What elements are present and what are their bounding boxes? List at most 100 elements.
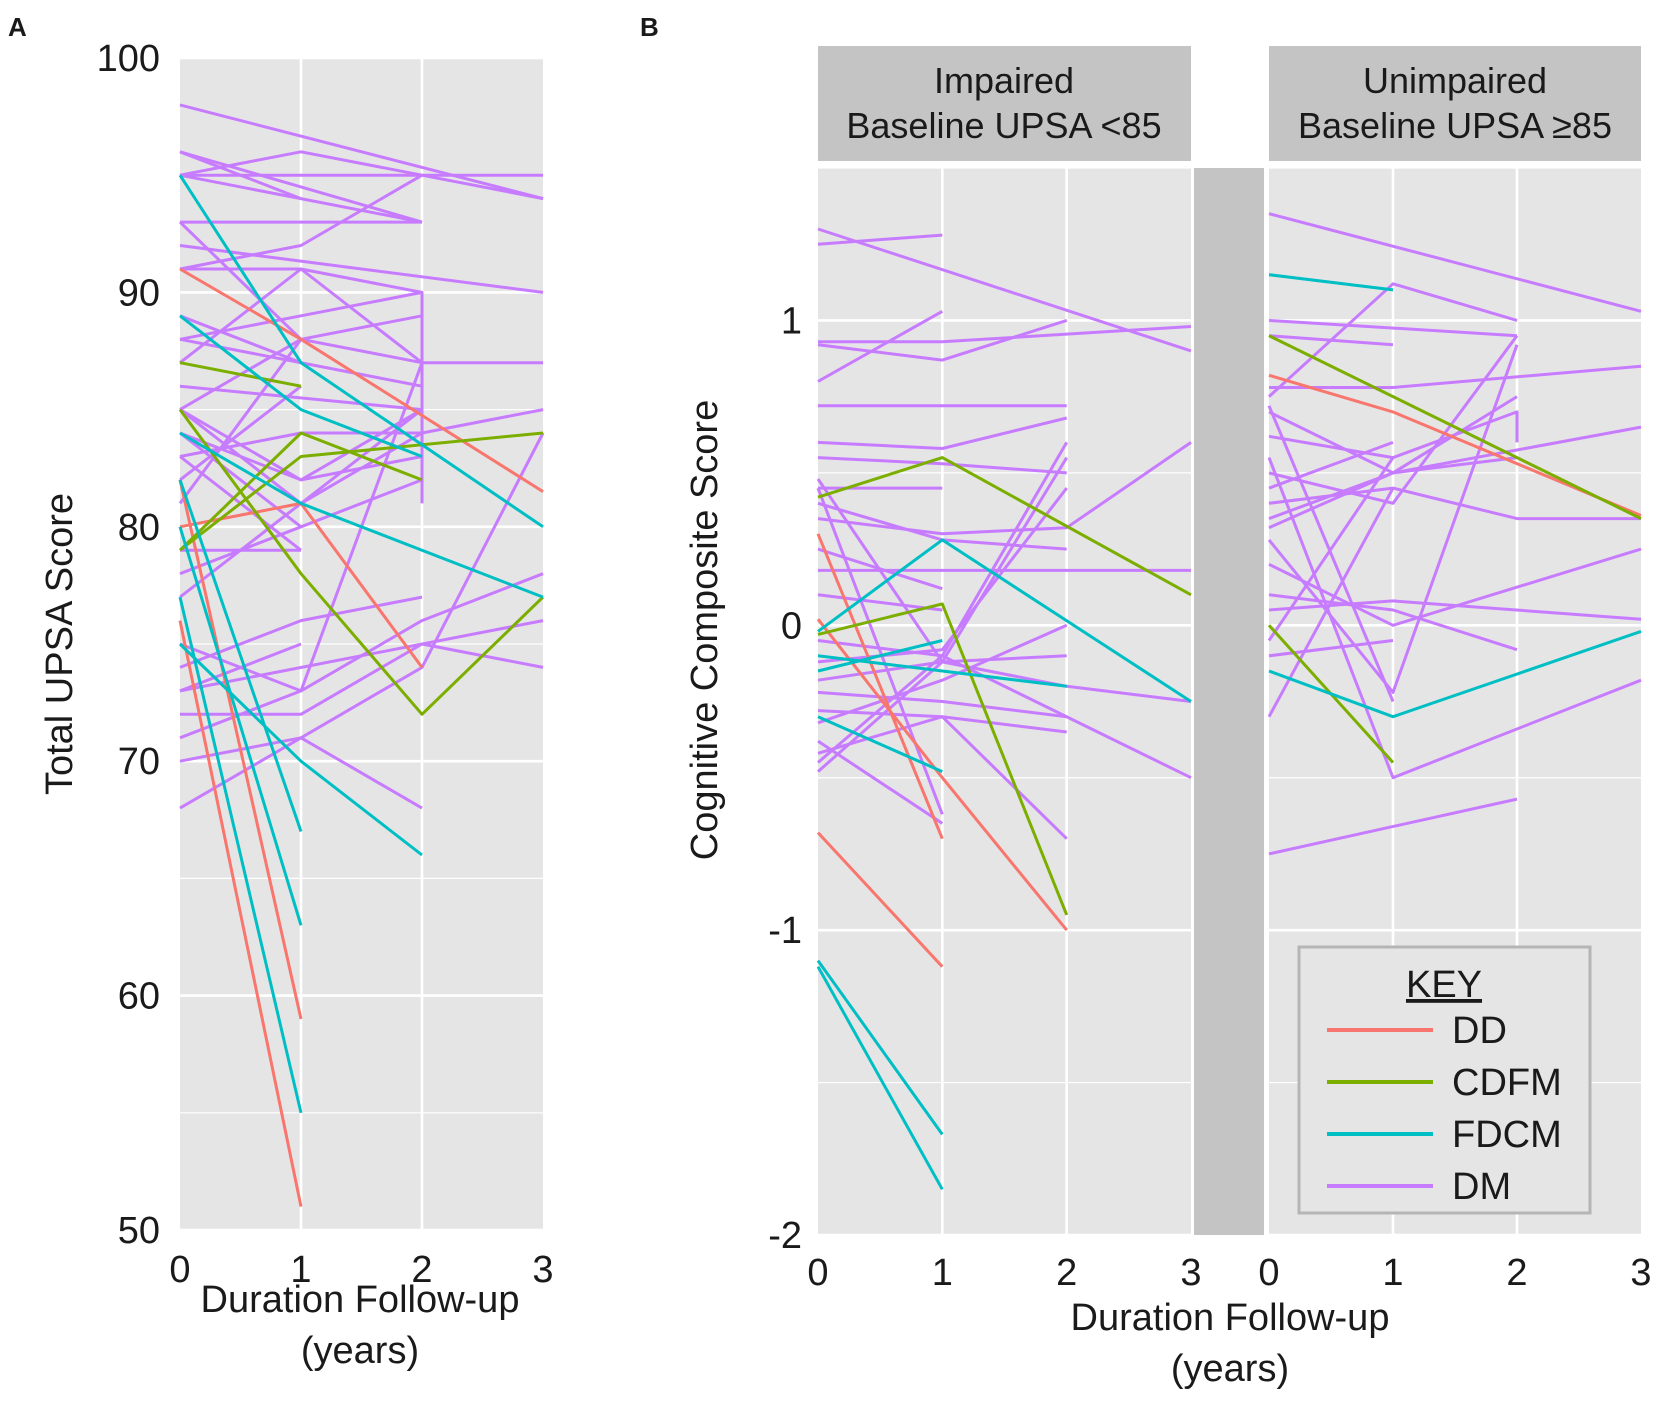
panel-a-x-tick-label: 1 [290, 1249, 311, 1291]
series-line-dm [1268, 334, 1519, 505]
legend-label-cdfm: CDFM [1452, 1062, 1562, 1104]
facet-strip-impaired [818, 46, 1191, 161]
panel-a: 50 60 70 80 90 100 0 1 2 3 Total UPSA Score Dura… [39, 38, 554, 1372]
series-line-dd [816, 533, 944, 840]
panel-a-x-tick-label: 2 [411, 1249, 432, 1291]
series-line-dm [1268, 547, 1642, 627]
panel-a-y-tick-label: 50 [118, 1210, 160, 1252]
panel-a-y-ticks: 50 60 70 80 90 100 [97, 38, 160, 1252]
series-line-dd [816, 618, 1068, 932]
series-line-dm [179, 150, 423, 224]
series-line-fdcm [178, 174, 544, 529]
series-line-dm [179, 385, 302, 482]
panel-a-x-axis-title-line2: (years) [301, 1330, 419, 1372]
series-line-dm [179, 362, 424, 740]
series-line-dm [1267, 282, 1518, 398]
facet-impaired-x-tick-label: 3 [1180, 1252, 1201, 1294]
series-line-dm [817, 623, 1068, 725]
series-line-dm [179, 595, 423, 669]
series-line-dm [179, 290, 424, 504]
facet-strip-unimpaired [1269, 46, 1641, 161]
panel-a-y-tick-label: 60 [118, 976, 160, 1018]
series-line-cdfm [178, 431, 423, 552]
panel-a-series [178, 103, 545, 1207]
series-line-dm [179, 619, 544, 693]
series-line-dm [1268, 440, 1394, 490]
legend: KEY DD CDFM FDCM DM [1297, 945, 1592, 1215]
facet-unimpaired-x-tick-label: 0 [1258, 1252, 1279, 1294]
series-line-dm [817, 416, 1068, 450]
series-line-dm [817, 487, 1068, 664]
facet-strip-impaired-line2: Baseline UPSA <85 [846, 105, 1161, 146]
facet-impaired-x-ticks: 0 1 2 3 [807, 1252, 1201, 1294]
series-line-fdcm [179, 431, 544, 599]
panel-b-x-axis-title-line1: Duration Follow-up [1071, 1297, 1390, 1339]
series-line-dd [178, 479, 303, 1020]
panel-a-x-tick-label: 3 [532, 1249, 553, 1291]
facet-strip-unimpaired-line1: Unimpaired [1363, 60, 1547, 101]
series-line-fdcm [817, 639, 943, 673]
facet-impaired-x-tick-label: 2 [1056, 1252, 1077, 1294]
panel-a-x-tick-label: 0 [169, 1249, 190, 1291]
series-line-dm [179, 150, 544, 201]
legend-label-fdcm: FDCM [1452, 1114, 1562, 1156]
series-line-dd [178, 620, 303, 1207]
series-line-dm [1268, 425, 1642, 530]
panel-b-x-axis-title-line2: (years) [1171, 1348, 1289, 1390]
series-line-dd [816, 831, 944, 968]
series-line-fdcm [1268, 629, 1642, 719]
facet-impaired-series [816, 227, 1192, 1191]
series-line-dm [1268, 318, 1518, 338]
facet-unimpaired-x-tick-label: 1 [1382, 1252, 1403, 1294]
series-line-dm [818, 325, 1192, 344]
series-line-dm [817, 318, 1068, 362]
facet-impaired-x-tick-label: 1 [932, 1252, 953, 1294]
panel-b-y-ticks: -2 -1 0 1 [768, 300, 802, 1257]
series-line-dm [1267, 457, 1642, 780]
series-line-fdcm [817, 538, 1192, 703]
panel-a-y-tick-label: 70 [118, 741, 160, 783]
series-line-dm [1268, 797, 1518, 856]
panel-a-x-axis-title-line1: Duration Follow-up [201, 1279, 520, 1321]
series-line-fdcm [178, 642, 423, 857]
panel-a-y-tick-label: 80 [118, 507, 160, 549]
panel-letter-b: B [640, 12, 659, 42]
series-line-cdfm [179, 361, 302, 388]
series-line-dm [817, 233, 943, 246]
series-line-fdcm [178, 479, 303, 832]
series-line-dm [179, 314, 302, 365]
series-line-dm [816, 487, 944, 815]
panel-letter-a: A [8, 12, 27, 42]
series-line-cdfm [817, 456, 1192, 597]
panel-b-y-tick-label: 1 [781, 300, 802, 342]
series-line-dm [817, 456, 1067, 475]
series-line-fdcm [817, 715, 943, 773]
series-line-dm [1268, 212, 1642, 313]
panel-b-y-tick-label: -2 [768, 1215, 802, 1257]
facet-unimpaired-x-tick-label: 2 [1506, 1252, 1527, 1294]
panel-a-y-tick-label: 90 [118, 272, 160, 314]
series-line-dm [179, 173, 423, 224]
series-line-dm [179, 244, 544, 294]
series-line-dm [1267, 344, 1519, 694]
facet-unimpaired-x-ticks: 0 1 2 3 [1258, 1252, 1651, 1294]
panel-b-y-tick-label: 0 [781, 605, 802, 647]
series-line-dm [179, 103, 544, 201]
series-line-dm [179, 173, 423, 271]
series-line-dm [179, 384, 423, 412]
series-line-fdcm [816, 965, 944, 1191]
series-line-fdcm [178, 596, 303, 1114]
series-line-dm [817, 654, 1192, 780]
panel-a-y-tick-label: 100 [97, 38, 160, 80]
series-line-dm [1268, 593, 1518, 652]
series-line-dd [1268, 373, 1642, 517]
facet-unimpaired-series [1267, 212, 1642, 856]
legend-label-dd: DD [1452, 1010, 1507, 1052]
legend-items: DD CDFM FDCM DM [1327, 1010, 1562, 1208]
panel-b: Impaired Baseline UPSA <85 Unimpaired Ba… [684, 46, 1652, 1390]
facet-impaired-plot-area [818, 168, 1191, 1235]
series-line-dm [817, 441, 1192, 536]
panel-a-x-ticks: 0 1 2 3 [169, 1249, 553, 1291]
series-line-cdfm [179, 431, 544, 552]
